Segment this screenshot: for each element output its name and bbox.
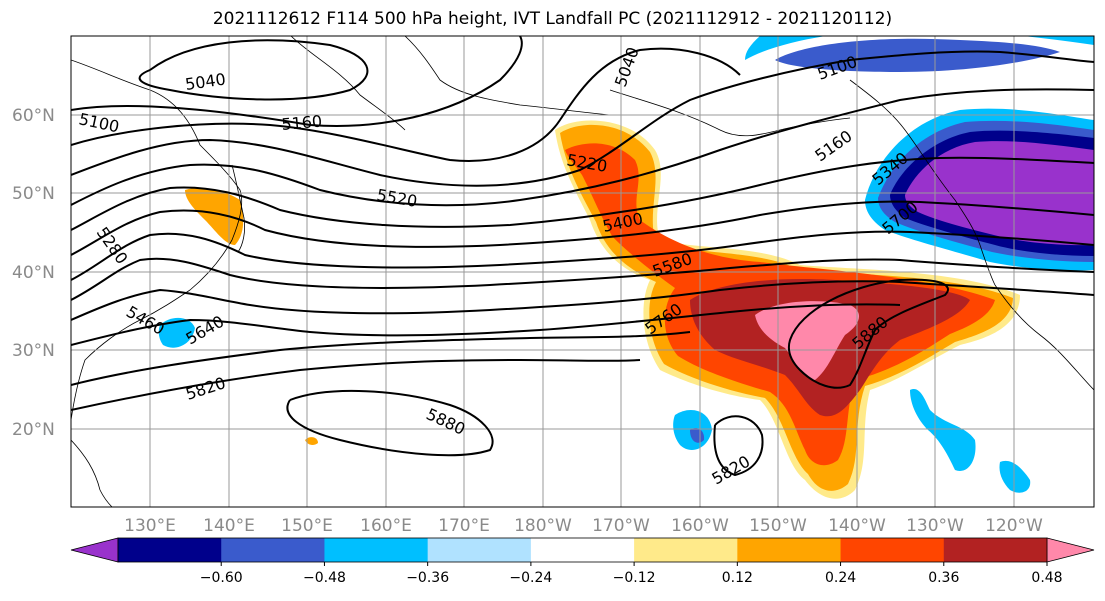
lon-tick-label: 170°W [592,516,650,536]
contour-label: 5160 [281,112,323,134]
coastlines [71,36,1094,507]
colorbar-tick-label: −0.36 [406,570,449,586]
map-title: 2021112612 F114 500 hPa height, IVT Land… [212,9,893,29]
colorbar: −0.60 −0.48 −0.36 −0.24 −0.12 0.12 0.24 0.36 0.4… [70,537,1095,586]
colorbar-tick-label: −0.24 [509,570,552,586]
lon-tick-label: 150°W [749,516,807,536]
colorbar-swatch [427,538,532,562]
lat-tick-label: 50°N [12,184,55,204]
lat-tick-label: 60°N [12,106,55,126]
colorbar-max-extension [1046,537,1095,563]
colorbar-swatch [221,538,325,562]
lon-tick-label: 140°E [203,516,255,536]
colorbar-tick-label: −0.48 [303,570,346,586]
longitude-labels: 130°E 140°E 150°E 160°E 170°E 180°W 170°… [124,516,1043,536]
colorbar-border [117,537,1048,563]
map-frame [70,35,1095,508]
lon-tick-label: 150°E [281,516,333,536]
colorbar-swatch [324,538,429,562]
lon-tick-label: 120°W [985,516,1043,536]
colorbar-tick-label: −0.60 [200,570,243,586]
colorbar-swatch [840,538,945,562]
lon-tick-label: 170°E [438,516,490,536]
lon-tick-label: 160°W [671,516,729,536]
colorbar-swatch [737,538,842,562]
colorbar-min-extension [70,537,119,563]
colorbar-swatch [634,538,738,562]
lon-tick-label: 130°W [906,516,964,536]
colorbar-tick-label: 0.36 [928,570,959,586]
colorbar-swatch [118,538,222,562]
colorbar-swatch [530,538,635,562]
colorbar-tick-label: 0.24 [825,570,856,586]
lon-tick-label: 140°W [828,516,886,536]
lat-tick-label: 30°N [12,341,55,361]
lon-tick-label: 130°E [124,516,176,536]
colorbar-tick-label: 0.12 [722,570,753,586]
lat-tick-label: 40°N [12,263,55,283]
colorbar-tick-label: 0.48 [1031,570,1062,586]
latitude-labels: 60°N 50°N 40°N 30°N 20°N [12,106,55,440]
lon-tick-label: 180°W [514,516,572,536]
height-contours [71,36,1094,477]
colorbar-swatch [943,538,1048,562]
colorbar-tick-label: −0.12 [613,570,656,586]
lat-tick-label: 20°N [12,420,55,440]
lon-tick-label: 160°E [360,516,412,536]
